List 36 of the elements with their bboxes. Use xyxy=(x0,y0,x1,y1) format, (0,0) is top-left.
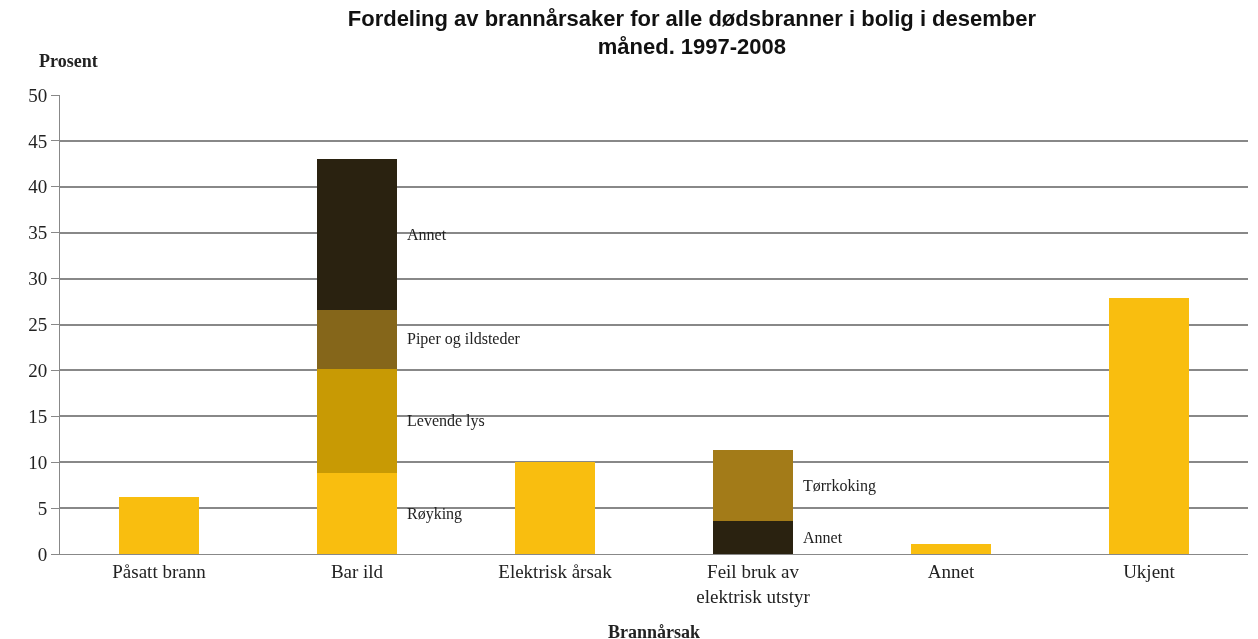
y-tick-label: 40 xyxy=(28,176,48,198)
series-label: Annet xyxy=(803,529,843,546)
bar xyxy=(515,462,595,554)
y-tick-label: 35 xyxy=(28,222,48,244)
bar xyxy=(1109,297,1189,554)
series-label: Levende lys xyxy=(407,412,485,430)
y-tick-label: 30 xyxy=(28,268,48,290)
y-tick-label: 15 xyxy=(28,405,48,427)
bar xyxy=(317,473,397,554)
x-tick-label: Feil bruk av elektrisk utstyr xyxy=(696,560,811,607)
bar xyxy=(713,450,793,521)
x-tick-label: Annet xyxy=(927,560,975,582)
bar xyxy=(119,497,199,554)
x-axis-title: Brannårsak xyxy=(608,622,701,639)
y-tick-label: 50 xyxy=(28,84,48,106)
bar xyxy=(713,520,793,554)
bar xyxy=(317,159,397,310)
y-tick-label: 10 xyxy=(28,451,48,473)
bar xyxy=(317,309,397,369)
series-label: Piper og ildsteder xyxy=(407,330,521,348)
y-tick-label: 5 xyxy=(37,497,48,519)
bar xyxy=(911,543,991,554)
series-label: Annet xyxy=(407,226,447,243)
bar xyxy=(317,368,397,474)
x-tick-label: Ukjent xyxy=(1123,560,1176,582)
y-axis-title: Prosent xyxy=(39,51,98,71)
x-tick-label: Elektrisk årsak xyxy=(498,560,613,582)
chart-title: Fordeling av brannårsaker for alle dødsbranner i bolig i desember måned. 1997-2008 xyxy=(347,5,1037,60)
series-label: Tørrkoking xyxy=(803,477,876,495)
x-tick-label: Bar ild xyxy=(330,560,384,582)
y-tick-label: 25 xyxy=(28,314,48,336)
y-tick-label: 20 xyxy=(28,360,48,382)
y-tick-label: 45 xyxy=(28,130,48,152)
y-tick-label: 0 xyxy=(37,543,48,565)
series-label: Røyking xyxy=(407,505,463,523)
x-tick-label: Påsatt brann xyxy=(112,560,207,582)
